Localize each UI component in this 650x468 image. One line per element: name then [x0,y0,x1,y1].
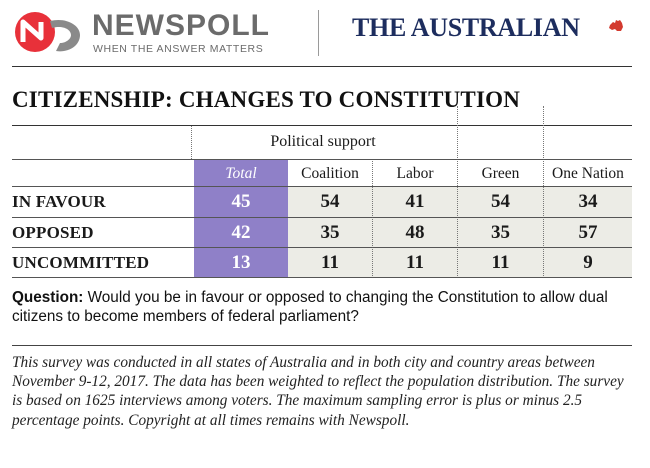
row-rule [12,247,632,248]
column-separator [191,126,192,159]
survey-question: Question: Would you be in favour or oppo… [12,288,637,326]
total-column-highlight [194,159,288,278]
value-in-favour-coalition: 54 [320,191,340,212]
australia-map-icon [609,20,623,31]
value-in-favour-labor: 41 [405,191,425,212]
column-header-total: Total [225,164,257,182]
value-opposed-green: 35 [491,221,510,243]
column-header-one-nation: One Nation [552,164,624,182]
title-rule [12,125,632,126]
column-header-green: Green [481,164,520,182]
value-in-favour-total: 45 [231,191,251,212]
value-opposed-coalition: 35 [320,221,340,243]
column-header-labor: Labor [396,164,434,182]
header: NEWSPOLL WHEN THE ANSWER MATTERS THE AUS… [0,0,650,64]
results-table: Political support Total Coalition Labor … [12,106,632,278]
column-separator [543,106,544,162]
column-separator [543,159,544,278]
row-rule [12,217,632,218]
value-uncommitted-coalition: 11 [321,251,339,273]
header-row-rule [12,159,632,160]
table-bottom-rule [12,277,632,278]
column-separator [457,106,458,162]
note-rule [12,345,632,346]
value-uncommitted-one-nation: 9 [583,251,593,273]
data-background [288,186,632,278]
newspoll-logo-icon [15,12,80,52]
row-label-uncommitted: UNCOMMITTED [12,252,150,272]
header-divider [318,10,319,56]
newspoll-name: NEWSPOLL [92,9,270,42]
value-uncommitted-total: 13 [231,251,251,273]
column-separator [372,159,373,278]
header-rule [12,66,632,67]
row-label-in-favour: IN FAVOUR [12,192,106,211]
newspoll-tagline: WHEN THE ANSWER MATTERS [93,43,264,55]
page-title: CITIZENSHIP: CHANGES TO CONSTITUTION [12,87,521,112]
question-text: Would you be in favour or opposed to cha… [12,289,608,325]
value-opposed-labor: 48 [405,221,425,243]
methodology-note: This survey was conducted in all states … [12,354,624,429]
publication-name: THE AUSTRALIAN [352,13,580,42]
value-opposed-total: 42 [231,221,251,243]
value-in-favour-one-nation: 34 [578,191,598,212]
question-label: Question: [12,289,84,306]
column-header-coalition: Coalition [301,164,359,182]
value-in-favour-green: 54 [491,191,510,212]
row-label-opposed: OPPOSED [12,222,94,242]
column-head-rule [12,186,632,187]
value-opposed-one-nation: 57 [578,221,598,243]
column-separator [457,159,458,278]
political-support-header: Political support [270,133,376,150]
value-uncommitted-labor: 11 [406,251,424,273]
value-uncommitted-green: 11 [491,251,510,273]
